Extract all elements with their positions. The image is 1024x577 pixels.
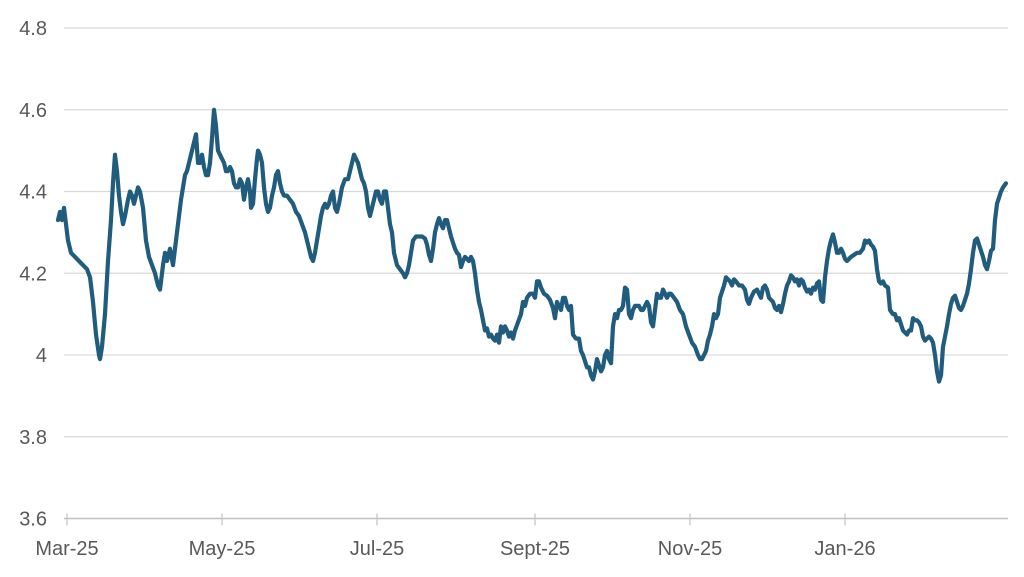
y-tick-label: 4.4: [19, 182, 47, 204]
x-tick-label: May-25: [189, 538, 256, 560]
series-line-yield: [55, 107, 1009, 384]
y-tick-label: 3.6: [19, 509, 47, 531]
y-tick-label: 4.6: [19, 100, 47, 122]
y-tick-label: 4.2: [19, 263, 47, 285]
x-tick-label: Jul-25: [350, 538, 404, 560]
x-tick-label: Nov-25: [658, 538, 722, 560]
y-tick-label: 4: [36, 345, 47, 367]
x-tick-label: Sept-25: [500, 538, 570, 560]
x-tick-label: Jan-26: [814, 538, 875, 560]
y-tick-label: 4.8: [19, 18, 47, 40]
x-tick-label: Mar-25: [35, 538, 98, 560]
y-tick-label: 3.8: [19, 427, 47, 449]
